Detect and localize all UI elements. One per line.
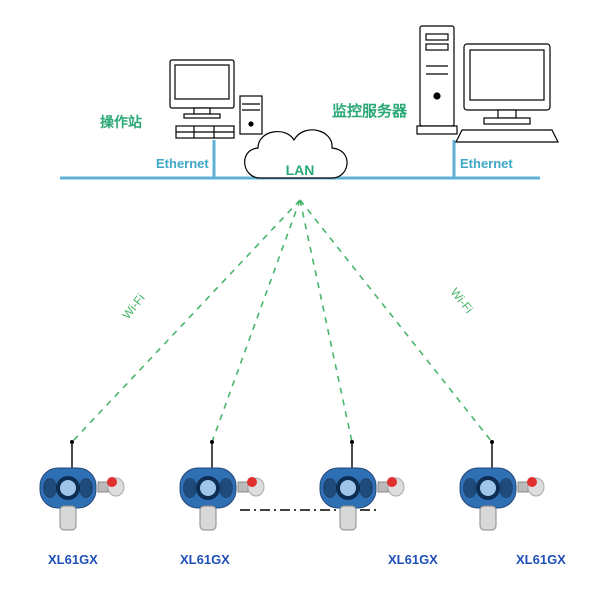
server-icon — [417, 26, 558, 142]
workstation-icon — [170, 60, 262, 138]
device-1 — [40, 440, 124, 530]
wifi-label-right: Wi-Fi — [448, 285, 476, 316]
device-3 — [320, 440, 404, 530]
device-label-2: XL61GX — [180, 552, 230, 567]
device-label-3: XL61GX — [388, 552, 438, 567]
ethernet-label-right: Ethernet — [460, 156, 513, 171]
device-4 — [460, 440, 544, 530]
device-label-4: XL61GX — [516, 552, 566, 567]
wifi-lines — [72, 200, 492, 442]
wifi-label-left: Wi-Fi — [119, 291, 147, 322]
ethernet-label-left: Ethernet — [156, 156, 209, 171]
station-label: 操作站 — [100, 112, 142, 132]
network-canvas: LAN Wi-Fi Wi-Fi — [0, 0, 600, 592]
device-label-1: XL61GX — [48, 552, 98, 567]
device-2 — [180, 440, 264, 530]
server-label: 监控服务器 — [332, 100, 407, 121]
lan-label: LAN — [286, 162, 315, 178]
